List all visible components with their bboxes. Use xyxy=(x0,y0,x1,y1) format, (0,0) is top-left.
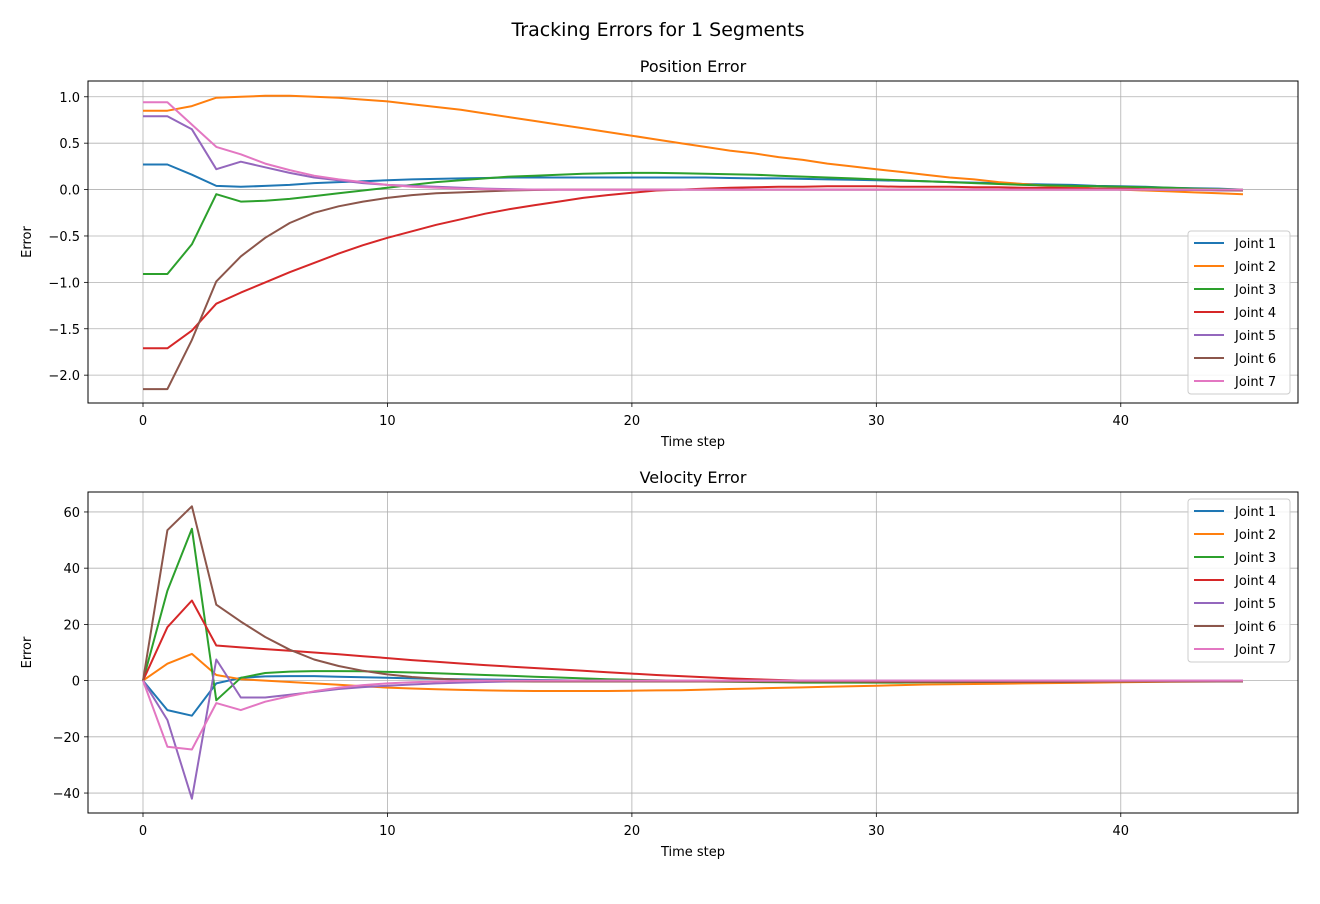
y-tick-label: −40 xyxy=(53,787,80,802)
series-line-joint-4 xyxy=(142,599,1243,683)
x-tick-label: 20 xyxy=(624,824,641,839)
axes-frame xyxy=(87,80,1299,404)
series-line-joint-7 xyxy=(143,101,1243,191)
x-axis-label: Time step xyxy=(660,435,725,450)
series-line-joint-6 xyxy=(143,188,1244,391)
y-axis-label: Error xyxy=(20,226,35,258)
legend-entry: Joint 4 xyxy=(1234,574,1276,589)
subplot-title: Position Error xyxy=(640,57,747,76)
y-axis-label: Error xyxy=(20,636,35,668)
x-axis-label: Time step xyxy=(660,845,725,860)
series-line-joint-2 xyxy=(143,94,1244,196)
x-tick-label: 30 xyxy=(868,824,885,839)
y-tick-label: 0 xyxy=(72,675,80,690)
legend-entry: Joint 6 xyxy=(1234,620,1276,635)
y-tick-label: −20 xyxy=(53,731,80,746)
legend-entry: Joint 5 xyxy=(1234,597,1276,612)
x-tick-label: 0 xyxy=(139,824,147,839)
series-line-joint-3 xyxy=(143,171,1244,275)
legend-entry: Joint 1 xyxy=(1234,237,1276,252)
y-tick-label: 60 xyxy=(63,506,80,521)
series-line-joint-6 xyxy=(142,505,1243,683)
x-tick-label: 20 xyxy=(624,414,641,429)
x-tick-label: 40 xyxy=(1113,414,1130,429)
y-tick-label: −1.0 xyxy=(48,276,80,291)
y-tick-label: 1.0 xyxy=(59,91,80,106)
subplot-1: 0 10 20 30 40 −2.0 −1.5 −1.0 −0.5 0.0 0.5 1.0 Positi… xyxy=(20,57,1299,450)
series-line-joint-2 xyxy=(142,652,1243,692)
x-tick-label: 30 xyxy=(868,414,885,429)
y-tick-label: 0.0 xyxy=(59,184,80,199)
y-tick-label: 40 xyxy=(63,562,80,577)
y-tick-label: −1.5 xyxy=(48,323,80,338)
legend-box xyxy=(1187,230,1291,395)
x-tick-label: 10 xyxy=(379,414,396,429)
y-tick-label: 0.5 xyxy=(59,137,80,152)
legend-entry: Joint 3 xyxy=(1234,283,1276,298)
axes-frame xyxy=(87,491,1299,814)
x-tick-label: 10 xyxy=(379,824,396,839)
subplot-title: Velocity Error xyxy=(640,468,747,487)
legend: Joint 1 Joint 2 Joint 3 Joint 4 Joint 5 Joint… xyxy=(1187,230,1291,395)
legend-entry: Joint 3 xyxy=(1234,551,1276,566)
series-line-joint-7 xyxy=(142,679,1243,751)
x-tick-label: 0 xyxy=(139,414,147,429)
series-line-joint-4 xyxy=(143,185,1244,350)
legend-entry: Joint 1 xyxy=(1234,505,1276,520)
figure-title: Tracking Errors for 1 Segments xyxy=(510,19,804,41)
y-tick-label: −0.5 xyxy=(48,230,80,245)
legend-entry: Joint 7 xyxy=(1234,643,1276,658)
legend-entry: Joint 2 xyxy=(1234,260,1276,275)
legend-box xyxy=(1187,498,1291,663)
legend-entry: Joint 7 xyxy=(1234,375,1276,390)
legend: Joint 1 Joint 2 Joint 3 Joint 4 Joint 5 Joint… xyxy=(1187,498,1291,663)
legend-entry: Joint 2 xyxy=(1234,528,1276,543)
x-tick-label: 40 xyxy=(1113,824,1130,839)
subplot-2: 0 10 20 30 40 −40 −20 0 20 40 60 Velocity Error Time… xyxy=(20,468,1299,860)
legend-entry: Joint 6 xyxy=(1234,352,1276,367)
series-line-joint-3 xyxy=(142,527,1243,702)
y-tick-label: −2.0 xyxy=(48,369,80,384)
legend-entry: Joint 5 xyxy=(1234,329,1276,344)
series-line-joint-5 xyxy=(143,115,1243,192)
y-tick-label: 20 xyxy=(63,618,80,633)
legend-entry: Joint 4 xyxy=(1234,306,1276,321)
